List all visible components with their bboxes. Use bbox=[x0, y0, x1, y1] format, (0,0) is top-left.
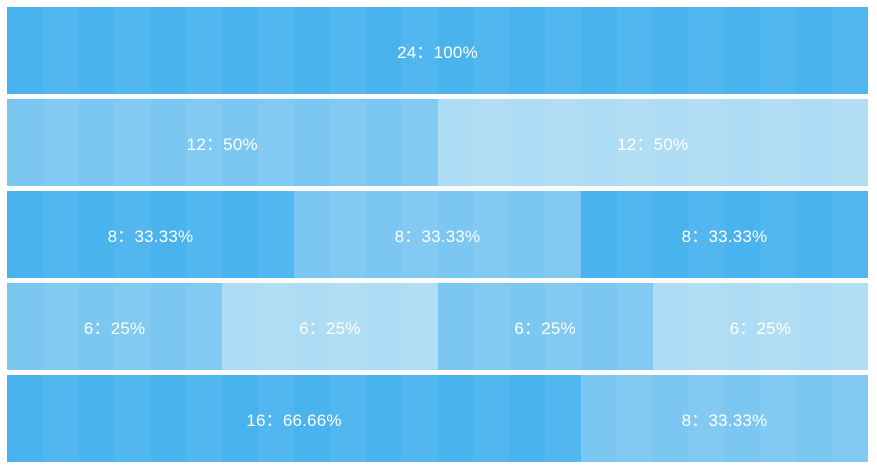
grid-col-8: 8：33.33% bbox=[294, 191, 581, 278]
col-label: 24：100% bbox=[397, 43, 478, 62]
col-label: 12：50% bbox=[186, 135, 258, 154]
grid-row-1: 24：100% bbox=[7, 7, 868, 94]
grid-col-12: 12：50% bbox=[437, 99, 868, 186]
grid-row-3: 8：33.33% 8：33.33% 8：33.33% bbox=[7, 191, 868, 278]
grid-col-6: 6：25% bbox=[222, 283, 438, 370]
grid-col-8: 8：33.33% bbox=[581, 375, 868, 462]
grid-col-12: 12：50% bbox=[7, 99, 438, 186]
grid-demo: 24：100% 12：50% 12：50% 8：33.33% 8：33.33% … bbox=[7, 7, 868, 462]
grid-row-5: 16：66.66% 8：33.33% bbox=[7, 375, 868, 462]
grid-col-8: 8：33.33% bbox=[581, 191, 868, 278]
grid-col-8: 8：33.33% bbox=[7, 191, 294, 278]
grid-col-6: 6：25% bbox=[7, 283, 223, 370]
col-label: 6：25% bbox=[299, 319, 361, 338]
grid-col-16: 16：66.66% bbox=[7, 375, 581, 462]
col-label: 8：33.33% bbox=[681, 411, 768, 430]
col-label: 16：66.66% bbox=[246, 411, 342, 430]
grid-row-4: 6：25% 6：25% 6：25% 6：25% bbox=[7, 283, 868, 370]
grid-col-6: 6：25% bbox=[652, 283, 868, 370]
col-label: 6：25% bbox=[514, 319, 576, 338]
grid-col-24: 24：100% bbox=[7, 7, 868, 94]
col-label: 6：25% bbox=[729, 319, 792, 338]
col-label: 8：33.33% bbox=[394, 227, 481, 246]
col-label: 8：33.33% bbox=[681, 227, 768, 246]
col-label: 12：50% bbox=[617, 135, 689, 154]
col-label: 8：33.33% bbox=[107, 227, 194, 246]
grid-row-2: 12：50% 12：50% bbox=[7, 99, 868, 186]
grid-col-6: 6：25% bbox=[437, 283, 653, 370]
col-label: 6：25% bbox=[83, 319, 146, 338]
